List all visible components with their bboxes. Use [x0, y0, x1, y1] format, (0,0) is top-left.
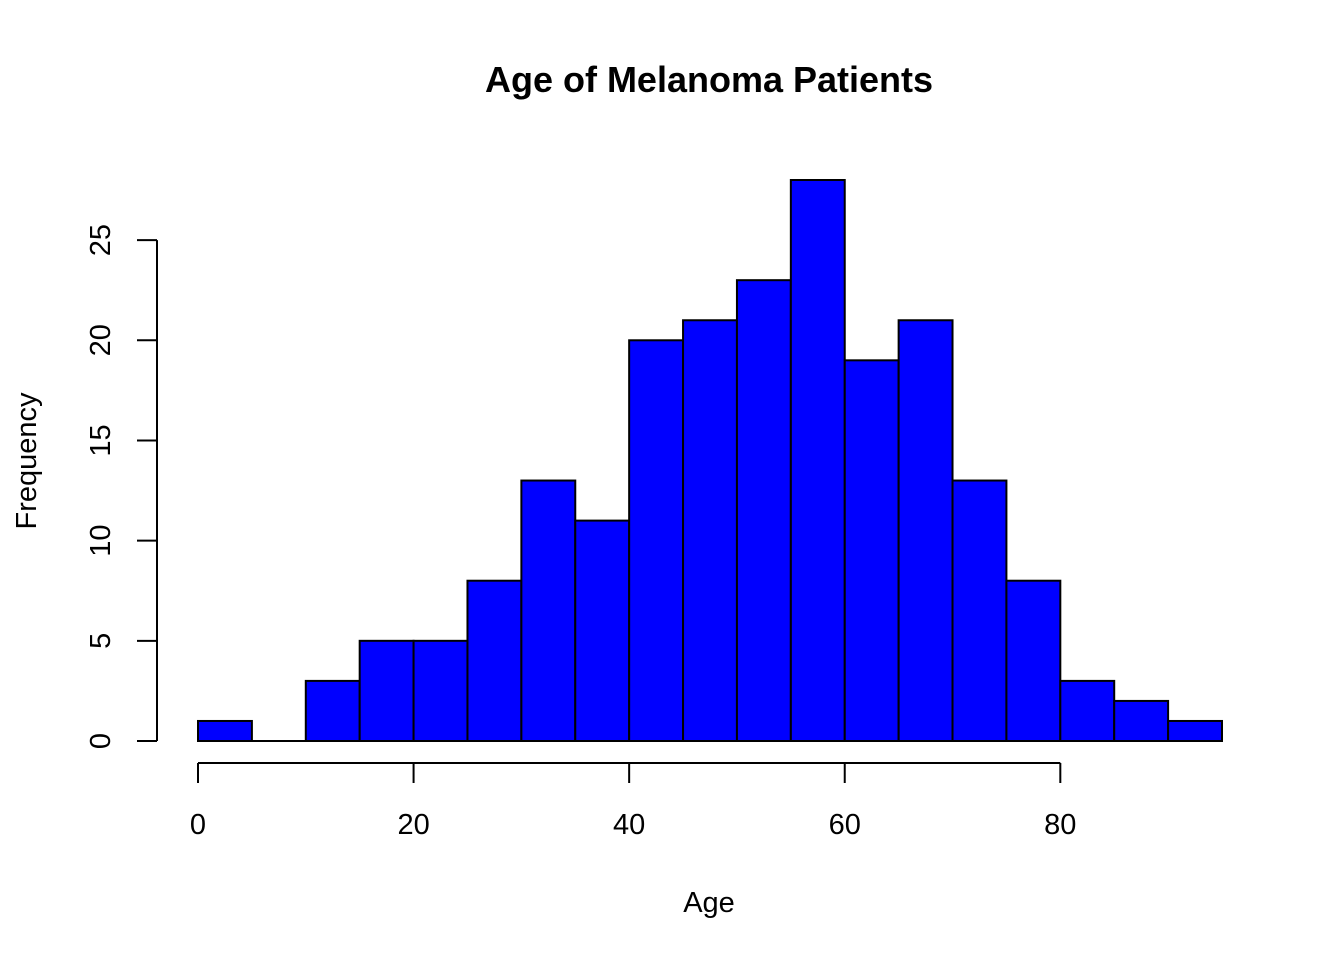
y-tick-label: 10 [85, 525, 117, 557]
histogram-bar [358, 639, 415, 742]
chart-title: Age of Melanoma Patients [485, 59, 933, 100]
histogram-bar [1167, 719, 1223, 743]
x-axis: 0 20 40 60 80 [190, 762, 1076, 841]
histogram-bar [951, 479, 1008, 742]
histogram-bar [1005, 579, 1062, 743]
histogram-bar [466, 579, 523, 743]
x-tick-label: 80 [1044, 809, 1076, 841]
y-axis-label: Frequency [11, 392, 43, 530]
x-tick-label: 60 [829, 809, 861, 841]
histogram-bar [412, 639, 469, 742]
histogram-bar [304, 679, 361, 743]
bars-group [197, 179, 1223, 743]
histogram-bar [843, 359, 900, 742]
histogram-bar [197, 719, 253, 743]
histogram-bar [735, 279, 792, 742]
y-tick-label: 25 [85, 224, 117, 256]
y-tick-label: 0 [85, 733, 117, 749]
histogram-bar [1059, 679, 1116, 743]
histogram-bar [628, 339, 685, 742]
x-axis-label: Age [683, 887, 735, 919]
y-axis: 0 5 10 15 20 25 [85, 224, 158, 749]
y-tick-label: 5 [85, 633, 117, 649]
x-tick-label: 0 [190, 809, 206, 841]
histogram-bar [520, 479, 577, 742]
x-tick-label: 20 [397, 809, 429, 841]
y-tick-label: 15 [85, 424, 117, 456]
y-tick-label: 20 [85, 324, 117, 356]
x-tick-label: 40 [613, 809, 645, 841]
histogram-bar [789, 179, 846, 742]
histogram-bar [897, 319, 954, 742]
histogram-bar [1113, 699, 1170, 743]
histogram-bar [682, 319, 738, 742]
histogram-bar [574, 519, 631, 742]
